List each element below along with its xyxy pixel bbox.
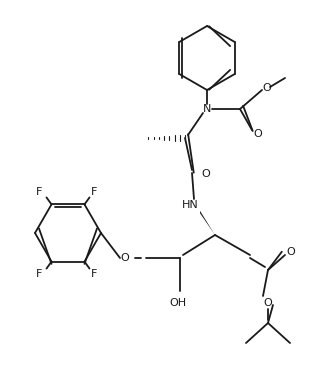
Text: F: F bbox=[36, 187, 43, 197]
Text: N: N bbox=[203, 104, 211, 114]
Text: HN: HN bbox=[182, 200, 198, 210]
Text: O: O bbox=[264, 298, 272, 308]
Polygon shape bbox=[200, 211, 215, 235]
Text: O: O bbox=[121, 253, 129, 263]
Text: O: O bbox=[287, 247, 295, 257]
Text: F: F bbox=[91, 269, 98, 279]
Text: F: F bbox=[91, 187, 98, 197]
Text: O: O bbox=[263, 83, 272, 93]
Text: O: O bbox=[254, 129, 262, 139]
Text: OH: OH bbox=[169, 298, 186, 308]
Text: O: O bbox=[202, 169, 210, 179]
Text: F: F bbox=[36, 269, 43, 279]
